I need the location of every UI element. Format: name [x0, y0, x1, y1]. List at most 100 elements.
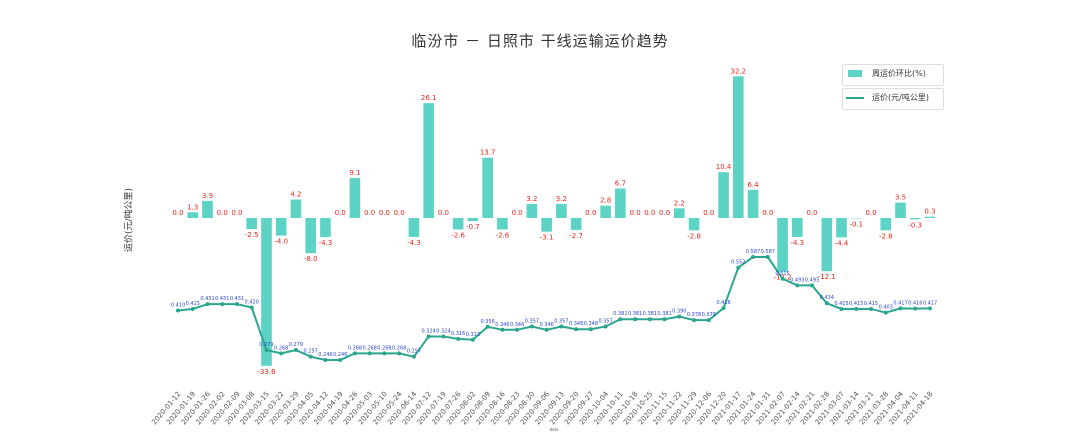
- price-point-label: 0.268: [274, 345, 288, 351]
- price-point-label: 0.381: [657, 311, 671, 317]
- bar: [688, 218, 700, 231]
- legend: 周运价环比(%) 运价(元/吨公里): [842, 64, 944, 114]
- price-point-label: 0.348: [569, 321, 583, 327]
- price-point: [795, 283, 800, 288]
- price-point: [190, 306, 195, 311]
- price-point-label: 0.515: [775, 271, 789, 277]
- price-point: [485, 324, 490, 329]
- bar: [526, 203, 538, 218]
- bar-value-label: -2.8: [879, 232, 893, 240]
- bar-value-label: -0.3: [908, 221, 922, 229]
- price-point-label: 0.268: [377, 345, 391, 351]
- bar-value-label: -2.6: [451, 231, 465, 239]
- bar-value-label: -12.1: [818, 273, 836, 281]
- price-point-label: 0.268: [392, 345, 406, 351]
- price-point-label: 0.378: [687, 312, 701, 318]
- price-point: [456, 336, 461, 341]
- bar: [600, 205, 611, 218]
- bar-value-label: 0.0: [659, 209, 670, 217]
- price-point: [854, 306, 859, 311]
- bar: [880, 218, 892, 231]
- legend-swatch-bar: [848, 70, 862, 77]
- price-point: [515, 327, 520, 332]
- price-point: [780, 276, 785, 281]
- bar: [497, 218, 508, 230]
- price-point: [279, 351, 284, 356]
- bar-value-label: 2.8: [600, 197, 611, 205]
- price-point-label: 0.415: [834, 301, 848, 307]
- price-point-label: 0.324: [436, 328, 450, 334]
- bar-value-label: -0.1: [849, 220, 863, 228]
- price-point-label: 0.356: [480, 319, 494, 325]
- price-point: [662, 317, 667, 322]
- price-point-label: 0.316: [451, 331, 465, 337]
- price-point: [913, 306, 918, 311]
- bar-value-label: 10.4: [716, 163, 732, 171]
- price-point-label: 0.381: [613, 311, 627, 317]
- bar-value-label: -3.1: [540, 234, 554, 242]
- price-point-label: 0.257: [304, 349, 318, 355]
- price-point: [441, 334, 446, 339]
- bar-value-label: 6.4: [747, 181, 759, 189]
- bar: [202, 200, 213, 218]
- price-point-label: 0.313: [466, 332, 480, 338]
- price-point-label: 0.552: [731, 260, 745, 266]
- bar-value-label: 0.0: [703, 209, 714, 217]
- price-point: [249, 305, 254, 310]
- legend-label-bars: 周运价环比(%): [872, 69, 926, 78]
- bar-value-label: -4.3: [319, 239, 333, 247]
- price-point: [618, 317, 623, 322]
- price-point: [205, 302, 210, 307]
- bar: [349, 177, 361, 218]
- price-point-label: 0.346: [510, 322, 524, 328]
- bar: [570, 218, 582, 230]
- bar-value-label: -4.4: [835, 239, 849, 247]
- price-point: [559, 324, 564, 329]
- bar: [261, 218, 272, 366]
- bar: [909, 218, 921, 220]
- chart-title: 临汾市 － 日照市 干线运输运价趋势: [411, 32, 669, 50]
- bar-value-label: 4.2: [290, 191, 301, 199]
- price-point-label: 0.346: [539, 322, 553, 328]
- bar-value-label: 0.0: [512, 209, 523, 217]
- bar-value-label: -0.7: [466, 223, 480, 231]
- price-point: [293, 348, 298, 353]
- price-point: [176, 308, 180, 313]
- legend-label-line: 运价(元/吨公里): [872, 93, 929, 102]
- price-point: [308, 354, 313, 359]
- bar: [895, 202, 906, 218]
- bar: [674, 208, 685, 218]
- bar-value-label: -2.5: [245, 231, 259, 239]
- price-point: [839, 306, 844, 311]
- price-point: [382, 351, 387, 356]
- bar: [290, 199, 302, 218]
- price-point: [751, 255, 756, 260]
- price-point-label: 0.410: [171, 302, 185, 308]
- price-point: [633, 317, 638, 322]
- bar-value-label: 32.2: [731, 67, 747, 75]
- price-point-label: 0.381: [628, 311, 642, 317]
- bar-value-label: 9.1: [349, 169, 360, 177]
- bar: [423, 103, 434, 218]
- price-point-label: 0.381: [643, 311, 657, 317]
- bar: [246, 218, 258, 229]
- price-point: [264, 348, 269, 353]
- price-point-label: 0.434: [820, 295, 834, 301]
- price-point: [721, 306, 726, 311]
- bar-value-label: 0.0: [585, 209, 596, 217]
- price-point-label: 0.324: [422, 328, 436, 334]
- bar-value-label: 0.0: [364, 209, 375, 217]
- price-point: [883, 310, 888, 315]
- legend-item-bars: 周运价环比(%): [842, 66, 942, 82]
- price-point: [677, 314, 682, 319]
- bar-value-label: 0.3: [924, 208, 935, 216]
- bar-value-label: 13.7: [480, 149, 496, 157]
- bar-value-label: 0.0: [335, 209, 346, 217]
- price-point-label: 0.346: [495, 322, 509, 328]
- bar-value-label: 0.0: [644, 209, 655, 217]
- bar-value-label: 0.0: [231, 209, 242, 217]
- bar: [320, 218, 331, 237]
- bar-value-label: 0.0: [217, 209, 228, 217]
- price-point: [367, 351, 372, 356]
- bar: [467, 218, 479, 222]
